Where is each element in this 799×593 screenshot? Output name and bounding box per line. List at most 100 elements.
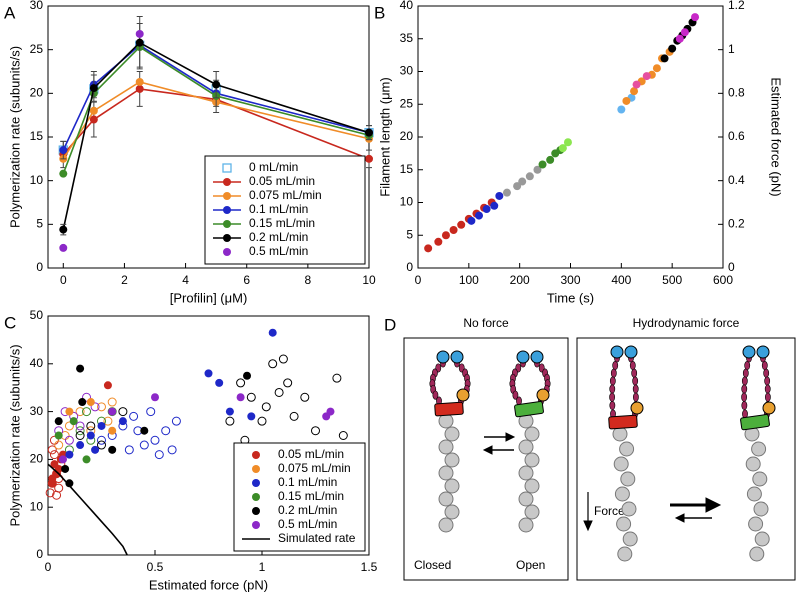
marker xyxy=(65,407,74,416)
marker xyxy=(75,426,85,436)
marker xyxy=(58,455,67,464)
x-tick-label: 400 xyxy=(611,273,631,287)
actin-subunit xyxy=(438,465,454,481)
marker xyxy=(90,402,100,412)
profilin xyxy=(630,401,644,415)
y-tick-label: 20 xyxy=(400,129,414,143)
arrow-head xyxy=(583,520,593,532)
marker xyxy=(300,392,310,402)
marker xyxy=(278,354,288,364)
plot-frame xyxy=(47,315,370,556)
actin-subunit xyxy=(621,501,637,517)
marker xyxy=(223,192,231,200)
molecule xyxy=(740,345,776,562)
marker xyxy=(223,234,231,242)
diagram-box xyxy=(576,337,796,581)
marker xyxy=(252,479,260,487)
marker xyxy=(283,378,293,388)
y-tick-label: 25 xyxy=(400,96,414,110)
marker xyxy=(246,392,256,402)
marker xyxy=(151,393,159,402)
marker xyxy=(513,182,522,191)
marker xyxy=(252,521,260,529)
actin-subunit xyxy=(444,452,460,468)
actin-subunit xyxy=(518,491,534,507)
panel-label: A xyxy=(4,3,16,22)
x-axis-label: Estimated force (pN) xyxy=(149,577,268,592)
marker xyxy=(215,378,224,387)
legend-label: 0 mL/min xyxy=(249,160,298,174)
marker xyxy=(257,416,267,426)
actin-subunit xyxy=(746,486,762,502)
linker-bead xyxy=(742,368,749,378)
actin-subunit xyxy=(438,517,454,533)
marker xyxy=(434,237,443,246)
y2-tick-label: 0.2 xyxy=(728,217,745,231)
marker xyxy=(135,84,144,93)
marker xyxy=(54,417,63,426)
actin-subunit xyxy=(617,546,633,562)
legend-label: 0.15 mL/min xyxy=(278,489,344,503)
x-tick-label: 1.5 xyxy=(361,560,378,574)
linker-bead xyxy=(744,361,751,371)
y-tick-label: 40 xyxy=(30,356,44,370)
molecule xyxy=(608,345,644,562)
marker xyxy=(52,490,62,500)
marker xyxy=(97,435,106,445)
marker xyxy=(502,188,511,197)
y2-tick-label: 0 xyxy=(728,260,735,274)
actin-subunit xyxy=(524,504,540,520)
marker xyxy=(108,445,117,454)
x-axis-label: Time (s) xyxy=(547,290,594,305)
marker xyxy=(212,80,221,89)
diagram-title: No force xyxy=(463,316,509,330)
legend-label: 0.15 mL/min xyxy=(249,216,315,230)
actin-subunit xyxy=(749,546,765,562)
marker xyxy=(108,407,117,416)
marker xyxy=(225,407,234,416)
marker xyxy=(365,154,373,163)
marker xyxy=(171,416,181,426)
marker xyxy=(59,146,68,155)
actin-subunit xyxy=(438,439,454,455)
y-tick-label: 35 xyxy=(400,31,414,45)
marker xyxy=(86,398,95,407)
profilin xyxy=(536,388,550,402)
actin-subunit xyxy=(616,516,632,532)
legend-label: 0.05 mL/min xyxy=(249,174,315,188)
actin-subunit xyxy=(619,441,635,457)
linker-bead xyxy=(629,361,636,371)
legend-label: 0.05 mL/min xyxy=(278,447,344,461)
marker xyxy=(124,445,134,455)
marker xyxy=(59,225,68,234)
marker xyxy=(261,402,271,412)
marker xyxy=(89,84,98,93)
y-axis-label: Filament length (μm) xyxy=(377,77,392,196)
marker xyxy=(457,220,466,229)
linker-bead xyxy=(764,384,771,394)
actin-subunit xyxy=(524,452,540,468)
marker xyxy=(642,72,651,81)
y2-tick-label: 0.8 xyxy=(728,86,745,100)
series-line xyxy=(47,463,128,556)
y-tick-label: 30 xyxy=(30,404,44,418)
linker-bead xyxy=(512,390,519,400)
marker xyxy=(268,328,277,337)
actin-subunit xyxy=(524,478,540,494)
x-tick-label: 1 xyxy=(259,560,266,574)
molecule xyxy=(429,350,471,533)
marker xyxy=(91,445,100,454)
y-tick-label: 25 xyxy=(30,42,44,56)
actin-subunit xyxy=(444,504,460,520)
marker xyxy=(660,54,669,63)
y-tick-label: 15 xyxy=(400,162,414,176)
fh2-domain xyxy=(608,414,638,430)
marker xyxy=(533,165,542,174)
y2-tick-label: 1.2 xyxy=(728,0,745,12)
diagram-title: Hydrodynamic force xyxy=(633,316,740,330)
actin-subunit xyxy=(614,486,630,502)
marker xyxy=(546,155,555,164)
actin-subunit xyxy=(444,426,460,442)
panel-label: B xyxy=(374,3,385,22)
